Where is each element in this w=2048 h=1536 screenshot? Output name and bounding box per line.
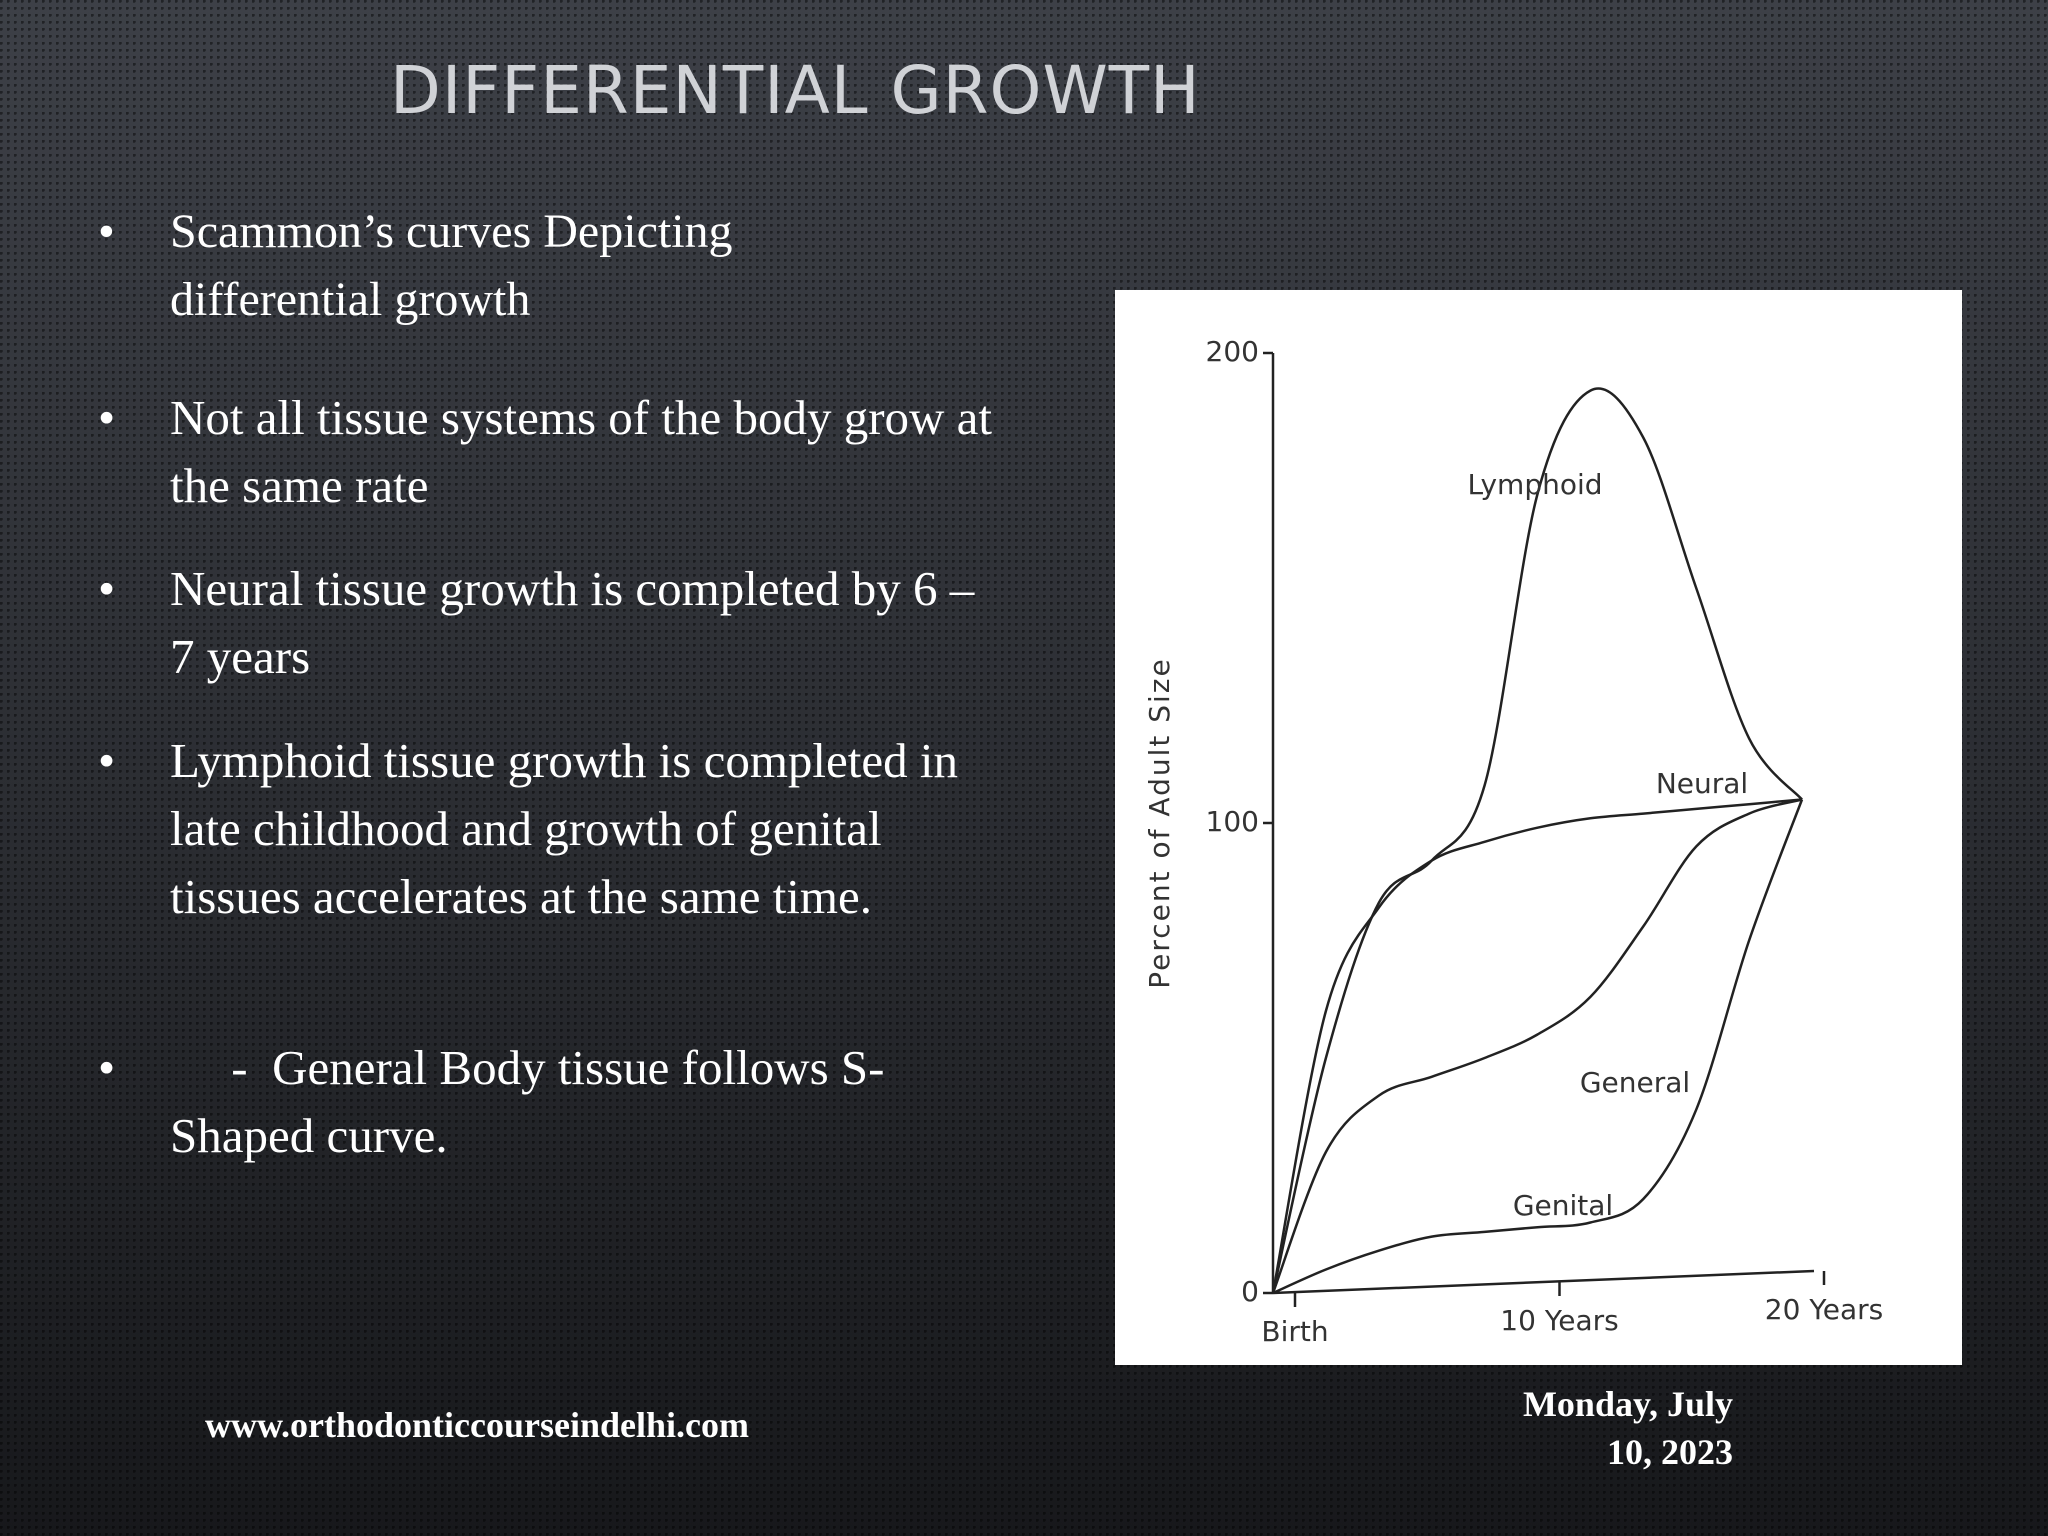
curve-label: Neural — [1656, 767, 1748, 800]
bullet-text: Lymphoid tissue growth is completed in l… — [170, 733, 959, 924]
y-tick-label: 200 — [1206, 335, 1259, 368]
bullet-text: Neural tissue growth is completed by 6 –… — [170, 561, 975, 684]
curve — [1271, 387, 1803, 1294]
curve-label: Genital — [1513, 1189, 1613, 1222]
bullet: • - General Body tissue follows S-Shaped… — [98, 1034, 1010, 1170]
bullet-dot: • — [98, 561, 116, 616]
bullet-dot: • — [98, 1040, 116, 1095]
bullet-dot: • — [98, 205, 115, 258]
slide-title: DIFFERENTIAL GROWTH — [390, 52, 1201, 129]
curve-label: General — [1580, 1066, 1690, 1099]
footer-date: Monday, July 10, 2023 — [1522, 1384, 1733, 1472]
y-axis-label: Percent of Adult Size — [1143, 657, 1176, 988]
y-tick-label: 100 — [1206, 805, 1259, 838]
bullet-text: Scammon’s curves Depicting differential … — [170, 205, 733, 326]
chart: Percent of Adult Size 0 100 200 Birth 10 Yea… — [1143, 335, 1883, 1348]
footer-website: www.orthodonticcourseindelhi.com — [205, 1405, 749, 1445]
bullet-text: Not all tissue systems of the body grow … — [170, 390, 993, 513]
curve — [1272, 799, 1804, 1295]
bullet: • Neural tissue growth is completed by 6… — [98, 555, 1010, 691]
x-tick-label: 10 Years — [1500, 1304, 1618, 1337]
chart-panel: Percent of Adult Size 0 100 200 Birth 10 Yea… — [1115, 290, 1962, 1365]
bullet-dot: • — [98, 733, 116, 788]
curve — [1271, 798, 1803, 1294]
bullet-dot: • — [98, 390, 116, 445]
bullet-text: - General Body tissue follows S-Shaped c… — [170, 1040, 885, 1163]
x-tick-label: 20 Years — [1765, 1293, 1883, 1326]
y-tick-label: 0 — [1241, 1275, 1259, 1308]
bullet: • Not all tissue systems of the body grow… — [98, 384, 1010, 520]
x-axis — [1272, 1269, 1815, 1295]
x-tick-label: Birth — [1261, 1315, 1328, 1348]
curve-label: Lymphoid — [1467, 468, 1602, 501]
bullet: • Lymphoid tissue growth is completed in… — [98, 727, 1010, 931]
bullet: • Scammon’s curves Depicting differential… — [98, 198, 870, 334]
curve — [1271, 798, 1803, 1294]
